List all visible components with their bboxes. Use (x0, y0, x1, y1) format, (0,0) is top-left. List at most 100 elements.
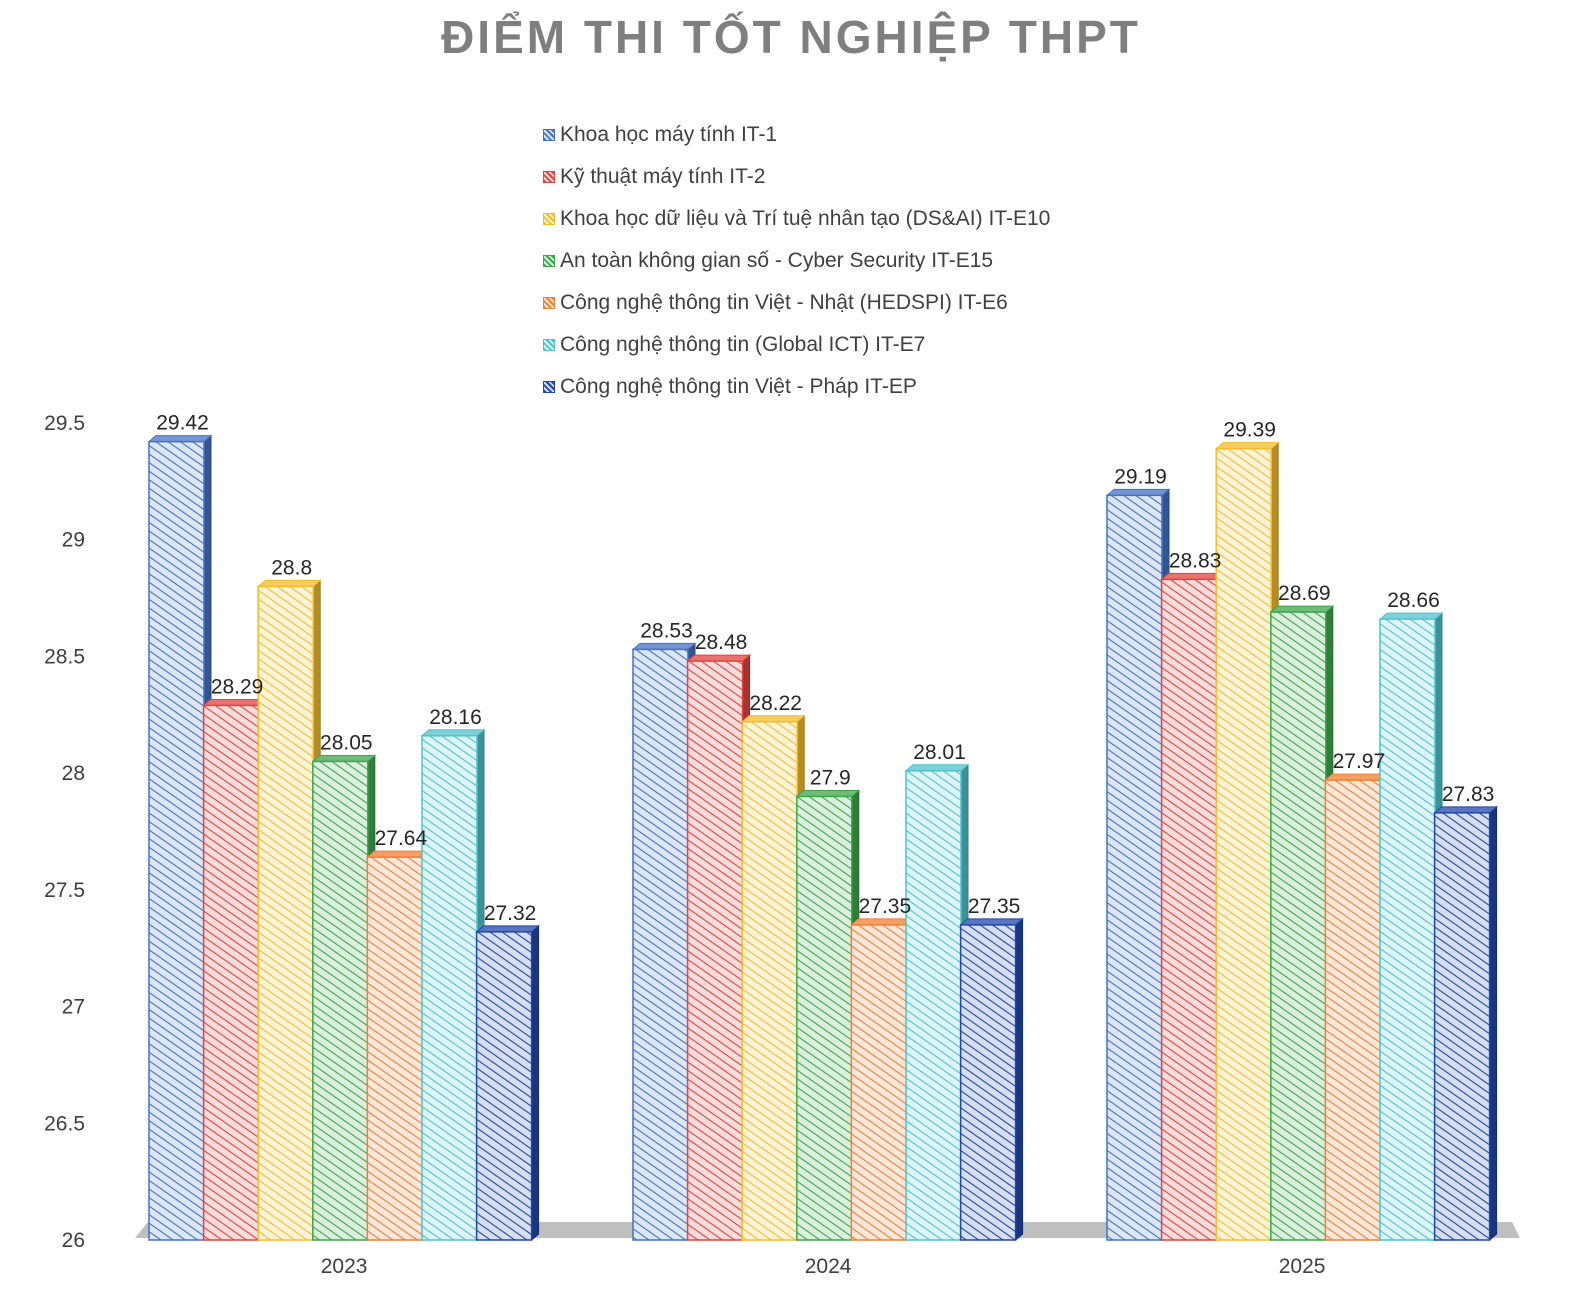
y-tick-label: 27.5 (44, 879, 85, 902)
bar-top (1105, 488, 1171, 496)
bar (1378, 611, 1444, 1242)
legend-swatch (543, 339, 555, 351)
bar-top (1378, 612, 1444, 620)
bar-top (420, 729, 486, 737)
bar-front (202, 704, 260, 1241)
data-label: 27.35 (859, 895, 912, 918)
data-label: 28.29 (211, 675, 264, 698)
legend-swatch (543, 381, 555, 393)
legend-label: An toàn không gian số - Cyber Security I… (560, 249, 994, 272)
data-label: 29.42 (156, 412, 209, 435)
data-label: 28.22 (749, 692, 802, 715)
data-label: 29.39 (1223, 419, 1276, 442)
data-label: 28.48 (695, 631, 748, 654)
y-tick-label: 29 (62, 529, 85, 552)
bar-front (1106, 494, 1163, 1241)
bar (740, 714, 806, 1242)
bar-front (905, 770, 962, 1241)
bar (1105, 488, 1171, 1242)
bar (959, 917, 1024, 1242)
y-tick-label: 28.5 (44, 645, 85, 668)
bar-top (1324, 773, 1389, 781)
data-label: 27.35 (968, 895, 1021, 918)
legend: Khoa học máy tính IT-1 Kỹ thuật máy tính… (543, 114, 1050, 408)
legend-swatch (543, 171, 555, 183)
bar (256, 579, 322, 1242)
bar (1160, 572, 1225, 1242)
legend-label: Công nghệ thông tin Việt - Nhật (HEDSPI)… (560, 291, 1008, 314)
bar-top (1214, 442, 1280, 450)
legend-swatch (543, 297, 555, 309)
legend-swatch (543, 255, 555, 267)
legend-item: Khoa học dữ liệu và Trí tuệ nhân tạo (DS… (543, 198, 1050, 240)
data-label: 27.97 (1333, 750, 1386, 773)
bar-front (1379, 618, 1436, 1241)
bar-top (256, 579, 322, 587)
bar (1214, 441, 1280, 1242)
bar (850, 917, 915, 1242)
legend-label: Công nghệ thông tin (Global ICT) IT-E7 (560, 333, 926, 356)
bar-front (632, 648, 689, 1241)
data-label: 28.83 (1169, 549, 1222, 572)
bar-front (421, 735, 478, 1241)
bar (311, 754, 377, 1242)
data-label: 27.64 (375, 827, 428, 850)
bar-top (202, 698, 267, 706)
data-label: 27.83 (1442, 783, 1495, 806)
bar-top (686, 654, 751, 662)
legend-item: Công nghệ thông tin (Global ICT) IT-E7 (543, 324, 1050, 366)
legend-swatch (543, 213, 555, 225)
y-tick-label: 26.5 (44, 1112, 85, 1135)
bar-front (850, 924, 908, 1241)
legend-item: Công nghệ thông tin Việt - Nhật (HEDSPI)… (543, 282, 1050, 324)
legend-item: Khoa học máy tính IT-1 (543, 114, 1050, 156)
bar-front (1324, 779, 1382, 1241)
legend-label: Khoa học dữ liệu và Trí tuệ nhân tạo (DS… (560, 207, 1051, 230)
bar (686, 654, 751, 1242)
bar (147, 434, 213, 1242)
data-label: 28.53 (640, 619, 693, 642)
data-label: 28.66 (1387, 589, 1440, 612)
y-tick-label: 26 (62, 1229, 85, 1252)
data-label: 28.69 (1278, 582, 1331, 605)
bar-top (631, 642, 697, 650)
bar-top (366, 850, 431, 858)
y-tick-label: 28 (62, 762, 85, 785)
bar-side (1015, 917, 1024, 1242)
bar-top (904, 764, 970, 772)
data-label: 28.01 (913, 741, 966, 764)
bar (1269, 604, 1335, 1242)
bar-front (959, 924, 1017, 1241)
bar-front (741, 721, 798, 1241)
data-label: 28.16 (429, 706, 482, 729)
bar-top (147, 435, 213, 443)
legend-item: Kỹ thuật máy tính IT-2 (543, 156, 1050, 198)
bar-top (311, 754, 377, 762)
bar-front (1215, 447, 1272, 1241)
bar (904, 763, 970, 1242)
bar-top (475, 925, 540, 933)
bar-front (475, 931, 533, 1241)
x-tick-label: 2024 (805, 1255, 852, 1278)
bar (1433, 805, 1498, 1242)
bar (631, 642, 697, 1242)
bar-front (257, 585, 314, 1241)
bar-front (312, 760, 369, 1241)
legend-label: Công nghệ thông tin Việt - Pháp IT-EP (560, 375, 917, 398)
bar-front (1270, 611, 1327, 1241)
bar-top (740, 715, 806, 723)
bar-top (959, 918, 1024, 926)
bar-side (531, 924, 540, 1242)
bar-top (1433, 806, 1498, 814)
legend-item: Công nghệ thông tin Việt - Pháp IT-EP (543, 366, 1050, 408)
bar-top (795, 789, 861, 797)
data-label: 27.32 (484, 902, 537, 925)
bar-front (686, 660, 744, 1241)
bar-front (148, 440, 205, 1241)
bar (795, 789, 861, 1242)
data-label: 27.9 (810, 766, 851, 789)
bar-front (366, 856, 424, 1241)
bar-top (850, 918, 915, 926)
legend-swatch (543, 129, 555, 141)
bar-front (1160, 578, 1218, 1241)
